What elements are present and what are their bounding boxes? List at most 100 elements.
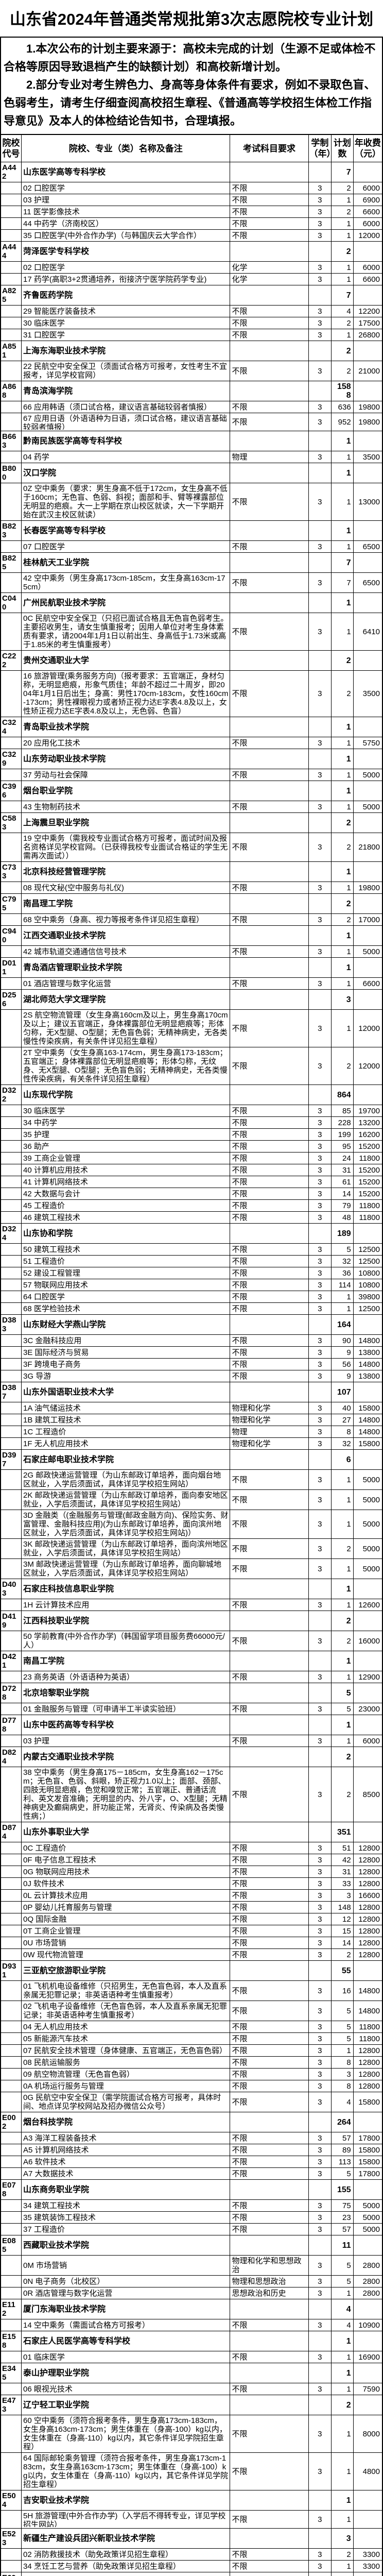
major-plan-count-text: 1 <box>346 739 351 748</box>
school-years-cell <box>308 717 332 737</box>
major-years-text: 3 <box>318 2170 322 2178</box>
major-row: 3D 金融类（(金融服务与管理(邮政金融方向)、保险实务、财富管理、金融科技应用… <box>1 1510 382 1539</box>
major-years: 3 <box>308 1370 332 1382</box>
major-name-text: 0L 云计算技术应用 <box>23 1891 88 1900</box>
major-name: 44 中药学（济南校区） <box>22 218 230 230</box>
major-plan-count: 79 <box>332 1200 354 1212</box>
school-fee-cell <box>353 990 382 1010</box>
school-subject-cell <box>230 717 308 737</box>
major-years: 3 <box>308 1470 332 1490</box>
major-name: 57 物联网应用技术 <box>22 1279 230 1291</box>
school-name: 江西交通职业技术学院 <box>22 926 230 946</box>
major-plan-count-text: 1 <box>346 2467 351 2476</box>
major-exam-subjects-text: 不限 <box>232 1915 247 1924</box>
major-name-text: 37 劳动与社会保障 <box>23 771 88 779</box>
school-subject-cell <box>230 990 308 1010</box>
major-years-text: 3 <box>318 1336 322 1345</box>
major-annual-fee-text: 3300 <box>363 2562 380 2571</box>
major-plan-count: 1 <box>332 230 354 242</box>
school-subject-cell <box>230 2363 308 2383</box>
major-exam-subjects-text: 不限 <box>232 498 247 506</box>
major-plan-count-text: 33 <box>342 1879 351 1888</box>
major-name-text: 3G 导游 <box>23 1372 51 1381</box>
major-years-text: 3 <box>318 2430 322 2438</box>
major-row: 0Z 空中乘务（要求：男生身高不低于172cm，女生身高不低于160cm；无色盲… <box>1 483 382 521</box>
school-subject-cell <box>230 749 308 769</box>
major-exam-subjects-text: 不限 <box>232 2467 247 2476</box>
major-name-text: 22 民航空中安全保卫（须面试合格方可报考，女性考生不宜报考，详见学校官网） <box>23 362 227 380</box>
major-name-text: 0Z 空中乘务（要求：男生身高不低于172cm，女生身高不低于160cm；无色盲… <box>23 484 228 519</box>
school-plan-total-text: 2 <box>346 247 351 256</box>
major-years: 3 <box>308 882 332 894</box>
school-subject-cell <box>230 1961 308 1981</box>
major-annual-fee: 17800 <box>353 2168 382 2180</box>
major-annual-fee-text: 17000 <box>358 916 380 924</box>
major-plan-count-text: 3 <box>346 1891 351 1900</box>
major-name: 02 消防救援技术（助免政策详见招生章程） <box>22 2549 230 2561</box>
major-exam-subjects: 不限 <box>230 1842 308 1854</box>
school-name-text: 黔南民族医学高等专科学校 <box>23 437 122 446</box>
major-name: 2T 空中乘务（女生身高163-174cm，男生身高173-183cm；五官端正… <box>22 1047 230 1085</box>
major-plan-count: 8 <box>332 1426 354 1438</box>
major-plan-count: 5 <box>332 2021 354 2033</box>
major-annual-fee-text: 16200 <box>358 1130 380 1139</box>
major-exam-subjects: 不限 <box>230 1767 308 1822</box>
school-name: 泰山护理职业学院 <box>22 2363 230 2383</box>
school-subject-cell <box>230 1382 308 1402</box>
major-code-cell <box>1 613 22 651</box>
major-annual-fee-text: 10800 <box>358 1269 380 1278</box>
major-plan-count: 2 <box>332 1047 354 1085</box>
major-exam-subjects: 不限 <box>230 1937 308 1949</box>
major-plan-count-text: 1 <box>346 1293 351 1301</box>
major-exam-subjects: 不限 <box>230 2156 308 2168</box>
major-annual-fee-text: 5000 <box>363 771 380 779</box>
major-years-text: 3 <box>318 403 322 412</box>
school-fee-cell <box>353 2363 382 2383</box>
major-row: 22 民航空中安全保卫（须面试合格方可报考，女性考生不宜报考，详见学校官网）不限… <box>1 361 382 381</box>
major-plan-count: 199 <box>332 1129 354 1141</box>
major-annual-fee: 16200 <box>353 1129 382 1141</box>
major-exam-subjects: 不限 <box>230 613 308 651</box>
major-exam-subjects-text: 不限 <box>232 1565 247 1573</box>
school-plan-total: 351 <box>332 1822 354 1842</box>
major-plan-count: 2 <box>332 1949 354 1961</box>
major-exam-subjects-text: 不限 <box>232 1545 247 1553</box>
major-annual-fee-text: 12800 <box>358 2046 380 2055</box>
school-fee-cell <box>353 463 382 483</box>
major-plan-count: 1 <box>332 2453 354 2490</box>
major-name-text: 2S 航空物流管理（女生身高160cm及以上，男生身高170cm及以上；建议五官… <box>23 1011 228 1046</box>
major-exam-subjects-text: 不限 <box>232 184 247 193</box>
major-years-text: 3 <box>318 916 322 924</box>
major-exam-subjects-text: 不限 <box>232 1269 247 1278</box>
major-annual-fee-text: 5000 <box>363 2213 380 2222</box>
major-annual-fee-text: 6600 <box>363 208 380 216</box>
major-plan-count-text: 114 <box>339 1281 351 1290</box>
major-years-text: 3 <box>318 453 322 462</box>
major-years-text: 3 <box>318 2277 322 2286</box>
major-row: 2G 邮政快递运营管理（为山东邮政订单培养，面向烟台地区就业，入学后须面试，具体… <box>1 1470 382 1490</box>
major-name: 16 旅游管理(乘务服务方向)（报考要求：五官端正，身材匀称，无明显疤痕，形象气… <box>22 671 230 717</box>
major-annual-fee: 12800 <box>353 1842 382 1854</box>
school-plan-total: 6 <box>332 1450 354 1470</box>
major-name-text: 02 口腔医学 <box>23 184 65 193</box>
major-years: 3 <box>308 230 332 242</box>
major-annual-fee: 13800 <box>353 1370 382 1382</box>
major-exam-subjects: 不限 <box>230 2057 308 2069</box>
plan-table: 院校代号 院校、专业（类）名称及备注 考试科目要求 学制（年） 计划数 年收费（… <box>0 134 383 2576</box>
major-name: 52 建设工程管理 <box>22 1267 230 1279</box>
major-name: 60 空中乘务（须符合报考条件，男生身高173cm-183cm，女生身高163c… <box>22 2415 230 2453</box>
major-name-text: 57 物联网应用技术 <box>23 1281 88 1290</box>
school-years-cell <box>308 813 332 833</box>
major-code-cell <box>1 1842 22 1854</box>
major-years-text: 3 <box>318 1439 322 1448</box>
major-name: 05 新能源汽车技术 <box>22 2033 230 2045</box>
major-plan-count: 148 <box>332 1902 354 1913</box>
major-exam-subjects: 不限 <box>230 573 308 593</box>
